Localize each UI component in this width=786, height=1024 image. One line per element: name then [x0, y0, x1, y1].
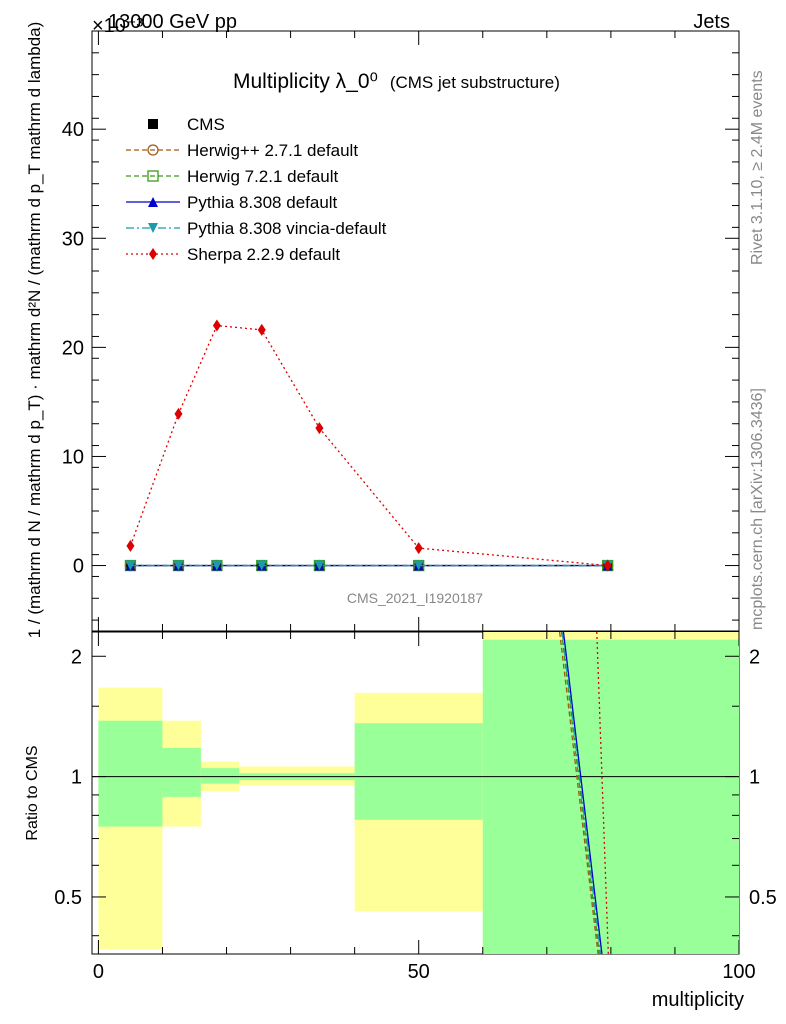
down-triangle-marker	[256, 560, 267, 571]
x-tick-label: 0	[93, 961, 104, 983]
green-band-2	[200, 768, 240, 784]
energy-label: 13000 GeV pp	[108, 11, 237, 33]
open-square-marker	[147, 170, 159, 182]
green-band-1	[162, 747, 201, 797]
down-triangle-marker	[211, 560, 222, 571]
legend-label-4: Pythia 8.308 vincia-default	[187, 219, 387, 238]
legend-label-2: Herwig 7.2.1 default	[187, 167, 338, 186]
diamond-marker	[149, 248, 157, 260]
ratio-axes: 0.5 0.5 1 1 2 2 0 50 100	[54, 632, 777, 983]
x-tick-label: 100	[722, 961, 755, 983]
ratio-y-tick-label-right: 2	[749, 646, 760, 668]
main-series	[124, 319, 614, 572]
x-axis-label: multiplicity	[652, 989, 744, 1011]
down-triangle-marker	[125, 560, 136, 571]
legend-label-3: Pythia 8.308 default	[187, 193, 338, 212]
ratio-line-3	[561, 631, 602, 955]
x-tick-label: 50	[408, 961, 430, 983]
down-triangle-marker	[314, 560, 325, 571]
diamond-marker	[414, 542, 423, 555]
ratio-series	[558, 631, 609, 955]
diamond-marker	[603, 559, 612, 572]
main-plot-frame	[91, 30, 740, 632]
ratio-y-tick-label-right: 1	[749, 767, 760, 789]
ratio-bands	[98, 632, 739, 954]
y-tick-label: 10	[62, 446, 84, 468]
circle-marker	[147, 144, 159, 156]
y-tick-label: 40	[62, 119, 84, 141]
ratio-y-tick-label-left: 2	[71, 646, 82, 668]
ratio-line-1	[560, 631, 600, 955]
chart-title-text: Multiplicity λ_0⁰	[233, 70, 378, 93]
analysis-watermark: CMS_2021_I1920187	[347, 590, 483, 606]
main-axes: 0 10 20 30 40	[62, 31, 740, 631]
green-band-0	[98, 720, 163, 827]
y-tick-label: 20	[62, 337, 84, 359]
down-triangle-marker	[148, 223, 158, 233]
mcplots-label: mcplots.cern.ch [arXiv:1306.3436]	[749, 388, 766, 630]
legend-label-0: CMS	[187, 115, 225, 134]
ratio-ylabel: Ratio to CMS	[24, 745, 41, 840]
legend-label-1: Herwig++ 2.7.1 default	[187, 141, 358, 160]
chart-subtitle: (CMS jet substructure)	[390, 73, 560, 92]
rivet-label: Rivet 3.1.10, ≥ 2.4M events	[749, 70, 766, 265]
series-line-5	[129, 324, 608, 567]
ratio-y-tick-label-left: 0.5	[54, 887, 82, 909]
ratio-line-4	[596, 631, 609, 955]
legend: CMS Herwig++ 2.7.1 default Herwig 7.2.1 de…	[126, 115, 387, 264]
process-label: Jets	[693, 11, 730, 33]
main-ylabel: 1 / (mathrm d N / mathrm d p_T) · mathrm…	[25, 22, 44, 639]
green-band-6	[482, 639, 739, 954]
green-band-5	[354, 723, 483, 820]
diamond-marker	[212, 319, 221, 332]
square-marker	[148, 119, 158, 129]
y-tick-label: 30	[62, 228, 84, 250]
chart-title: Multiplicity λ_0⁰ (CMS jet substructure)	[233, 70, 560, 93]
down-triangle-marker	[413, 560, 424, 571]
down-triangle-marker	[173, 560, 184, 571]
triangle-marker	[148, 197, 158, 207]
ratio-line-2	[562, 631, 603, 955]
ratio-line-0	[558, 631, 599, 955]
diamond-marker	[126, 539, 135, 552]
ratio-y-tick-label-right: 0.5	[749, 887, 777, 909]
ratio-y-tick-label-left: 1	[71, 767, 82, 789]
diamond-marker	[315, 422, 324, 435]
diamond-marker	[257, 323, 266, 336]
y-tick-label: 0	[73, 556, 84, 578]
legend-label-5: Sherpa 2.2.9 default	[187, 245, 340, 264]
diamond-marker	[174, 407, 183, 420]
